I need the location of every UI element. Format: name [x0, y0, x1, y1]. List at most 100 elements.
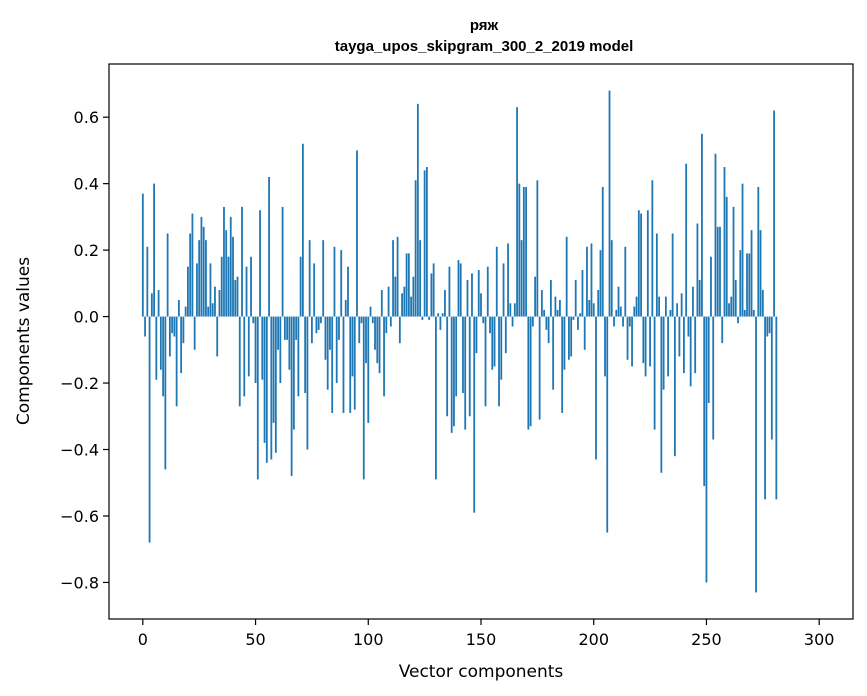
bar-214 — [624, 246, 627, 317]
bar-123 — [419, 240, 422, 317]
bar-69 — [297, 316, 300, 397]
bar-147 — [473, 316, 476, 513]
bar-43 — [238, 316, 241, 407]
y-tick-label: 0.4 — [74, 175, 99, 194]
bar-4 — [150, 293, 153, 317]
y-tick-label: 0.2 — [74, 241, 99, 260]
bar-34 — [218, 289, 221, 317]
bar-275 — [761, 289, 764, 317]
bar-37 — [225, 230, 228, 317]
bars-group — [141, 90, 778, 593]
bar-258 — [723, 167, 726, 317]
bar-137 — [450, 316, 453, 433]
bar-118 — [407, 253, 410, 317]
bar-142 — [462, 316, 464, 394]
bar-169 — [522, 186, 525, 317]
bar-159 — [500, 316, 503, 380]
bar-106 — [380, 289, 383, 317]
bar-76 — [313, 263, 316, 317]
bar-81 — [324, 316, 327, 360]
bar-186 — [561, 316, 564, 413]
bar-144 — [466, 280, 469, 317]
bar-141 — [459, 263, 462, 317]
bar-276 — [764, 316, 766, 500]
y-tick-label: −0.4 — [60, 441, 99, 460]
bar-94 — [353, 316, 356, 410]
bar-239 — [680, 293, 683, 317]
bar-199 — [590, 243, 593, 317]
bar-154 — [489, 316, 491, 334]
bar-74 — [308, 240, 311, 317]
y-tick-label: −0.6 — [60, 507, 99, 526]
bar-129 — [432, 263, 435, 317]
bar-5 — [153, 183, 155, 317]
bar-8 — [159, 316, 162, 370]
bar-7 — [157, 289, 160, 317]
bar-18 — [182, 316, 185, 344]
bar-36 — [223, 206, 225, 317]
plot-frame — [108, 63, 854, 620]
bar-73 — [306, 316, 309, 450]
bar-62 — [281, 206, 284, 317]
bar-63 — [283, 316, 286, 340]
bar-179 — [545, 316, 548, 330]
bar-134 — [444, 289, 446, 317]
bar-57 — [270, 316, 273, 460]
x-tick-label: 0 — [138, 630, 148, 649]
bar-79 — [320, 316, 322, 324]
bar-115 — [401, 293, 403, 317]
bar-96 — [358, 316, 361, 344]
x-tick-label: 300 — [804, 630, 835, 649]
bar-180 — [547, 316, 550, 344]
bar-255 — [716, 226, 719, 317]
bar-167 — [518, 183, 521, 317]
bar-257 — [721, 316, 724, 344]
x-axis: 0 50 100 150 200 250 300 — [138, 619, 835, 649]
bar-117 — [405, 253, 408, 317]
bar-35 — [220, 256, 223, 317]
bar-234 — [669, 309, 672, 317]
bar-160 — [502, 263, 505, 317]
bar-140 — [457, 260, 460, 317]
bar-162 — [507, 243, 509, 317]
bar-210 — [615, 309, 618, 317]
bar-213 — [622, 316, 624, 327]
bar-86 — [335, 316, 338, 384]
y-tick-label: 0.6 — [74, 108, 99, 127]
bar-171 — [527, 316, 530, 430]
chart-subtitle: tayga_upos_skipgram_300_2_2019 model — [335, 38, 634, 55]
bar-280 — [773, 110, 775, 317]
bar-265 — [739, 250, 742, 317]
bar-178 — [543, 309, 546, 317]
bar-238 — [678, 316, 681, 357]
bar-33 — [216, 316, 219, 357]
bar-6 — [155, 316, 158, 380]
bar-21 — [189, 233, 192, 317]
bar-48 — [250, 256, 252, 317]
bar-39 — [229, 216, 232, 317]
bar-261 — [730, 296, 733, 317]
bar-211 — [617, 286, 620, 317]
bar-75 — [311, 316, 313, 344]
bar-32 — [214, 286, 216, 317]
bar-217 — [631, 316, 633, 367]
bar-88 — [340, 250, 343, 317]
bar-175 — [536, 180, 539, 317]
bar-65 — [288, 316, 291, 370]
bar-26 — [200, 216, 203, 317]
bar-151 — [482, 316, 485, 324]
bar-132 — [439, 316, 442, 330]
bar-209 — [613, 316, 615, 327]
bar-233 — [667, 316, 670, 377]
bar-30 — [209, 263, 212, 317]
bar-173 — [531, 316, 534, 327]
bar-222 — [642, 316, 645, 364]
bar-3 — [148, 316, 151, 543]
bar-263 — [734, 280, 737, 317]
bar-145 — [468, 316, 471, 417]
bar-91 — [347, 266, 349, 317]
bar-164 — [511, 316, 514, 327]
bar-208 — [610, 240, 613, 317]
bar-143 — [464, 316, 467, 430]
bar-163 — [509, 303, 512, 317]
